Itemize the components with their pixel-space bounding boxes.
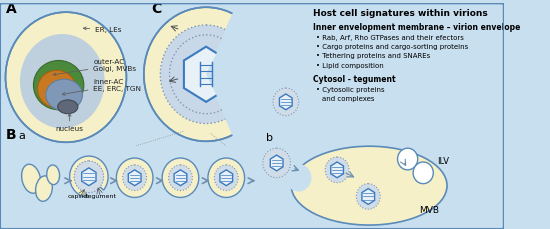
Circle shape	[263, 148, 290, 178]
Ellipse shape	[34, 60, 84, 110]
Wedge shape	[70, 156, 108, 197]
Text: tegument: tegument	[85, 194, 116, 199]
Text: MVB: MVB	[419, 206, 439, 215]
Text: and complexes: and complexes	[322, 96, 374, 102]
Polygon shape	[128, 170, 141, 186]
Text: nucleus: nucleus	[56, 113, 84, 133]
Ellipse shape	[37, 70, 76, 108]
Text: Cytosol - tegument: Cytosol - tegument	[314, 75, 396, 84]
Wedge shape	[206, 11, 271, 138]
Circle shape	[325, 157, 349, 183]
Polygon shape	[174, 170, 187, 186]
Text: • Tethering proteins and SNAREs: • Tethering proteins and SNAREs	[316, 54, 430, 60]
Text: • Lipid composition: • Lipid composition	[316, 63, 384, 69]
Text: Host cell signatures within virions: Host cell signatures within virions	[314, 9, 488, 18]
Text: outer-AC
Golgi, MVBs: outer-AC Golgi, MVBs	[53, 59, 136, 76]
Wedge shape	[206, 6, 276, 142]
Circle shape	[398, 148, 417, 170]
Text: capsid: capsid	[68, 194, 88, 199]
Ellipse shape	[58, 100, 78, 114]
Text: • Cytosolic proteins: • Cytosolic proteins	[316, 87, 384, 93]
Text: • Rab, Arf, Rho GTPases and their efectors: • Rab, Arf, Rho GTPases and their efecto…	[316, 35, 464, 41]
Polygon shape	[82, 168, 96, 186]
Ellipse shape	[36, 176, 52, 201]
Text: C: C	[151, 2, 161, 16]
Circle shape	[168, 165, 192, 191]
Polygon shape	[82, 168, 96, 186]
Circle shape	[123, 165, 146, 191]
Circle shape	[413, 162, 433, 184]
Wedge shape	[206, 28, 256, 120]
Polygon shape	[331, 162, 343, 178]
Ellipse shape	[20, 34, 104, 128]
Ellipse shape	[286, 164, 311, 191]
Text: • Cargo proteins and cargo-sorting proteins: • Cargo proteins and cargo-sorting prote…	[316, 44, 468, 50]
Polygon shape	[220, 170, 233, 186]
Circle shape	[273, 88, 299, 116]
Text: Inner envelopment membrane – virion envelope: Inner envelopment membrane – virion enve…	[314, 23, 521, 32]
Circle shape	[356, 184, 380, 209]
Ellipse shape	[47, 165, 59, 185]
Circle shape	[74, 161, 103, 193]
Polygon shape	[184, 47, 228, 102]
Circle shape	[6, 12, 126, 142]
Polygon shape	[279, 94, 292, 110]
Circle shape	[162, 158, 199, 197]
Ellipse shape	[46, 79, 82, 111]
Wedge shape	[206, 38, 245, 111]
Circle shape	[144, 7, 268, 141]
Circle shape	[160, 25, 252, 123]
Text: b: b	[266, 133, 273, 143]
Circle shape	[208, 158, 245, 197]
Text: ILV: ILV	[437, 158, 449, 166]
Circle shape	[214, 165, 238, 191]
Circle shape	[117, 158, 153, 197]
Text: A: A	[6, 2, 16, 16]
Text: a: a	[18, 131, 25, 141]
Polygon shape	[362, 189, 375, 204]
Text: inner-AC
EE, ERC, TGN: inner-AC EE, ERC, TGN	[62, 79, 141, 95]
Text: B: B	[6, 128, 16, 142]
Polygon shape	[270, 155, 283, 171]
Circle shape	[74, 161, 103, 193]
Ellipse shape	[21, 164, 41, 193]
Text: ER, LEs: ER, LEs	[84, 27, 122, 33]
Ellipse shape	[292, 146, 447, 225]
